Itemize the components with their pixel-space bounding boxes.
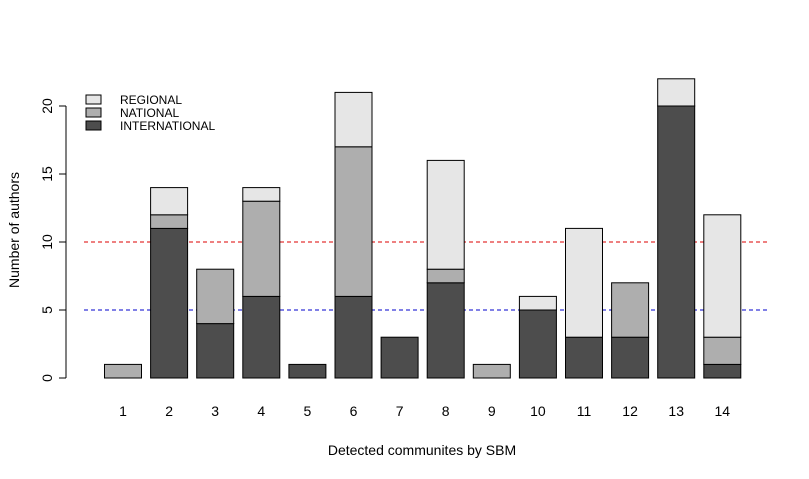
bar-11-regional bbox=[565, 227, 603, 338]
bar-10-international bbox=[518, 309, 557, 379]
legend-swatch-national bbox=[85, 107, 102, 118]
x-tick-label-1: 1 bbox=[119, 403, 127, 419]
bar-3-national bbox=[196, 268, 235, 325]
x-tick-label-7: 7 bbox=[396, 403, 404, 419]
y-tick-label-15: 15 bbox=[39, 166, 55, 182]
bar-6-international bbox=[334, 295, 373, 379]
bar-2-international bbox=[150, 227, 189, 379]
bar-7-international bbox=[380, 336, 419, 379]
y-tick-label-0: 0 bbox=[39, 374, 55, 382]
bar-13-regional bbox=[657, 78, 696, 107]
bar-4-international bbox=[242, 295, 281, 379]
bar-3-international bbox=[196, 323, 235, 379]
legend-swatch-international bbox=[85, 120, 102, 131]
bar-13-international bbox=[657, 105, 696, 379]
y-axis-label: Number of authors bbox=[6, 172, 22, 288]
x-tick-label-4: 4 bbox=[257, 403, 265, 419]
y-axis: 0 5 10 15 20 bbox=[39, 98, 67, 382]
x-tick-label-6: 6 bbox=[350, 403, 358, 419]
legend-swatch-regional bbox=[85, 94, 102, 105]
bar-8-regional bbox=[426, 159, 465, 270]
legend-label-regional: REGIONAL bbox=[120, 93, 182, 107]
bar-8-international bbox=[426, 282, 465, 379]
x-tick-label-10: 10 bbox=[530, 403, 546, 419]
bar-2-national bbox=[150, 214, 189, 229]
x-tick-label-3: 3 bbox=[211, 403, 219, 419]
bar-5-international bbox=[288, 363, 327, 379]
bar-4-national bbox=[242, 200, 281, 297]
bar-11-international bbox=[565, 336, 603, 379]
bar-10-regional bbox=[518, 295, 557, 311]
legend-label-international: INTERNATIONAL bbox=[120, 119, 215, 133]
legend-label-national: NATIONAL bbox=[120, 106, 179, 120]
bar-9-national bbox=[472, 363, 511, 379]
y-tick-label-10: 10 bbox=[39, 234, 55, 250]
x-tick-label-2: 2 bbox=[165, 403, 173, 419]
bar-1-national bbox=[104, 363, 142, 379]
x-tick-label-12: 12 bbox=[622, 403, 638, 419]
x-axis: 1 2 3 4 5 6 7 8 9 10 11 12 13 14 bbox=[119, 403, 730, 419]
x-tick-label-9: 9 bbox=[488, 403, 496, 419]
bar-14-regional bbox=[703, 214, 742, 338]
bar-6-regional bbox=[334, 91, 373, 148]
bars bbox=[104, 78, 742, 379]
x-tick-label-14: 14 bbox=[715, 403, 731, 419]
bar-14-national bbox=[703, 336, 742, 365]
x-tick-label-8: 8 bbox=[442, 403, 450, 419]
y-tick-label-20: 20 bbox=[39, 98, 55, 114]
bar-14-international bbox=[703, 363, 742, 379]
bar-12-national bbox=[611, 282, 650, 338]
bar-12-international bbox=[611, 336, 650, 379]
x-tick-label-5: 5 bbox=[304, 403, 312, 419]
x-tick-label-11: 11 bbox=[577, 403, 592, 419]
bar-6-national bbox=[334, 146, 373, 297]
bar-4-regional bbox=[242, 187, 281, 202]
y-tick-label-5: 5 bbox=[39, 306, 55, 314]
bar-2-regional bbox=[150, 187, 189, 216]
bar-8-national bbox=[426, 268, 465, 284]
x-tick-label-13: 13 bbox=[668, 403, 684, 419]
x-axis-label: Detected communites by SBM bbox=[328, 442, 516, 458]
